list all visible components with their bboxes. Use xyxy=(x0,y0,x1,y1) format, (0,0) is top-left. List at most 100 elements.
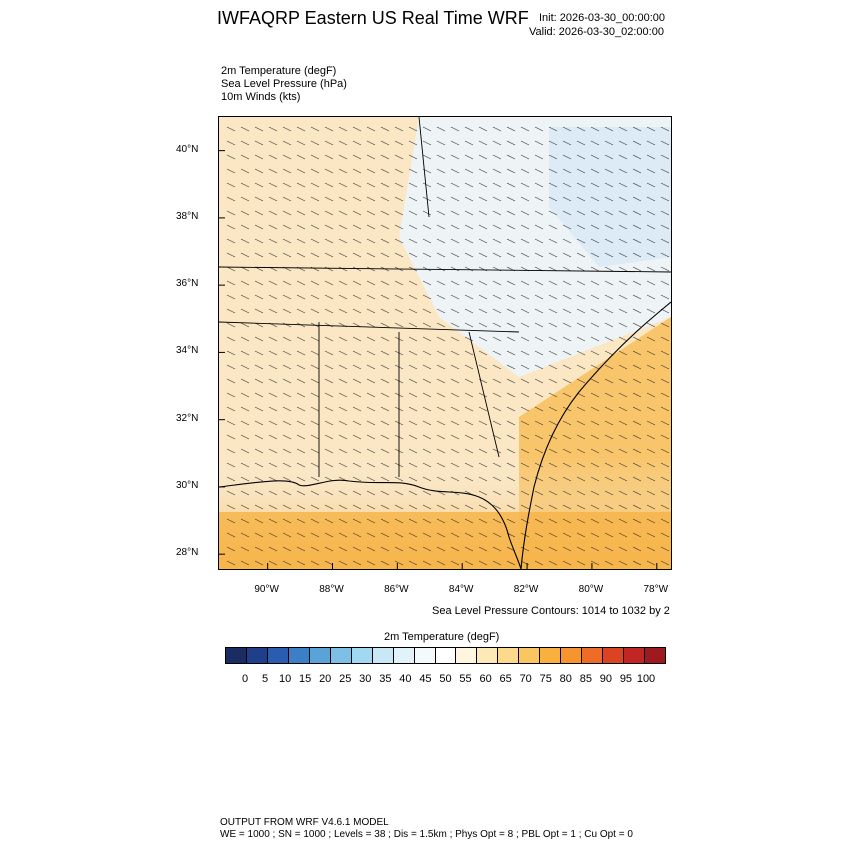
wind-barb xyxy=(520,308,530,314)
wind-barb xyxy=(646,168,656,174)
wind-barb xyxy=(534,252,544,258)
wind-barb xyxy=(464,308,474,314)
atlantic-coastline xyxy=(520,301,671,569)
wind-barb xyxy=(520,420,530,426)
wind-barb xyxy=(254,280,264,286)
wind-barb xyxy=(604,490,614,496)
colorbar-label: 90 xyxy=(599,673,613,685)
colorbar-label: 35 xyxy=(379,673,392,685)
wind-barb xyxy=(660,490,670,496)
wind-barb xyxy=(562,210,572,216)
wind-barb xyxy=(394,252,404,258)
wind-barb xyxy=(562,196,572,202)
wind-barb xyxy=(576,210,586,216)
wind-barb xyxy=(646,490,656,496)
wind-barb xyxy=(226,434,236,440)
wind-barb xyxy=(478,560,488,566)
wind-barb xyxy=(576,266,586,272)
wind-barb xyxy=(464,294,474,300)
wind-barb xyxy=(660,252,670,258)
wind-barb xyxy=(562,252,572,258)
longitude-tick-label: 86°W xyxy=(384,584,409,595)
longitude-tick-label: 80°W xyxy=(578,584,604,595)
wind-barb xyxy=(422,532,432,538)
latitude-tick-label: 34°N xyxy=(176,345,199,357)
wind-barb xyxy=(646,196,656,202)
wind-barb xyxy=(646,280,656,286)
wind-barb xyxy=(226,196,236,202)
wind-barb xyxy=(352,448,362,454)
wind-barb xyxy=(492,546,502,552)
wind-barb xyxy=(338,490,348,496)
wind-barb xyxy=(282,126,292,132)
wind-barb xyxy=(296,252,306,258)
wind-barb xyxy=(632,308,642,314)
wind-barb xyxy=(492,294,502,300)
wind-barb xyxy=(338,154,348,160)
wind-barb xyxy=(226,210,236,216)
wind-barb xyxy=(450,238,460,244)
colorbar-swatch xyxy=(288,648,310,663)
wind-barb xyxy=(408,532,418,538)
colorbar-label: 65 xyxy=(499,673,512,685)
wind-barb xyxy=(576,168,586,174)
wind-barb xyxy=(660,182,670,188)
wind-barb xyxy=(562,434,572,440)
wind-barb xyxy=(366,154,376,160)
wind-barb xyxy=(576,196,586,202)
wind-barb xyxy=(464,252,474,258)
wind-barb xyxy=(408,350,418,356)
wind-barb xyxy=(618,266,628,272)
wind-barb xyxy=(436,434,446,440)
wind-barb xyxy=(254,518,264,524)
wind-barb xyxy=(226,420,236,426)
wind-barb xyxy=(534,280,544,286)
wind-barb xyxy=(324,196,334,202)
wind-barb xyxy=(590,476,600,482)
wind-barb xyxy=(310,154,320,160)
wind-barb xyxy=(408,238,418,244)
wind-barb xyxy=(562,294,572,300)
wind-barb xyxy=(492,560,502,566)
wind-barb xyxy=(240,420,250,426)
wind-barb xyxy=(562,392,572,398)
longitude-tick-label: 78°W xyxy=(643,584,669,595)
colorbar-label: 45 xyxy=(419,673,432,685)
wind-barb xyxy=(408,392,418,398)
wind-barb xyxy=(632,420,642,426)
latitude-tick-label: 40°N xyxy=(176,143,199,155)
wind-barb xyxy=(506,448,516,454)
wind-barb xyxy=(506,140,516,146)
wind-barb xyxy=(450,336,460,342)
wind-barb xyxy=(408,308,418,314)
wind-barb xyxy=(324,406,334,412)
wind-barb xyxy=(254,168,264,174)
wind-barb xyxy=(562,224,572,230)
wind-barb xyxy=(422,518,432,524)
temperature-colorbar xyxy=(225,647,666,664)
wind-barb xyxy=(660,280,670,286)
wind-barb xyxy=(296,462,306,468)
wind-barb xyxy=(240,294,250,300)
wind-barb xyxy=(506,490,516,496)
wind-barb xyxy=(366,434,376,440)
wind-barb xyxy=(590,196,600,202)
wind-barb xyxy=(394,140,404,146)
wind-barb xyxy=(282,392,292,398)
wind-barb xyxy=(380,364,390,370)
wind-barb xyxy=(324,210,334,216)
wind-barb xyxy=(240,406,250,412)
wind-barb xyxy=(352,168,362,174)
wind-barb xyxy=(282,560,292,566)
wind-barb xyxy=(520,462,530,468)
wind-barb xyxy=(338,350,348,356)
wind-barb xyxy=(632,434,642,440)
wind-barb xyxy=(548,476,558,482)
wind-barb xyxy=(590,280,600,286)
wind-barb xyxy=(436,210,446,216)
wind-barb xyxy=(534,448,544,454)
colorbar-label: 80 xyxy=(559,673,572,685)
wind-barb xyxy=(324,392,334,398)
wind-barb xyxy=(296,294,306,300)
wind-barb xyxy=(520,252,530,258)
